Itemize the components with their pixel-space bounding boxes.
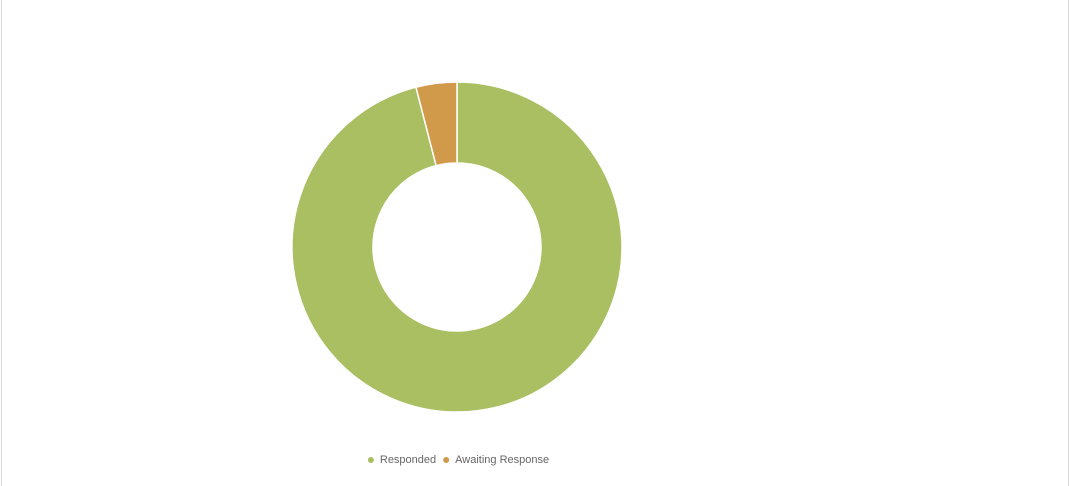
slices [291,81,623,413]
legend-label: Awaiting Response [455,454,549,466]
legend-marker [443,457,450,463]
legend-marker [367,457,374,463]
slice [415,81,458,167]
slice [291,81,623,413]
legend-label: Responded [380,454,436,466]
legend: Responded Awaiting Response [367,454,549,466]
